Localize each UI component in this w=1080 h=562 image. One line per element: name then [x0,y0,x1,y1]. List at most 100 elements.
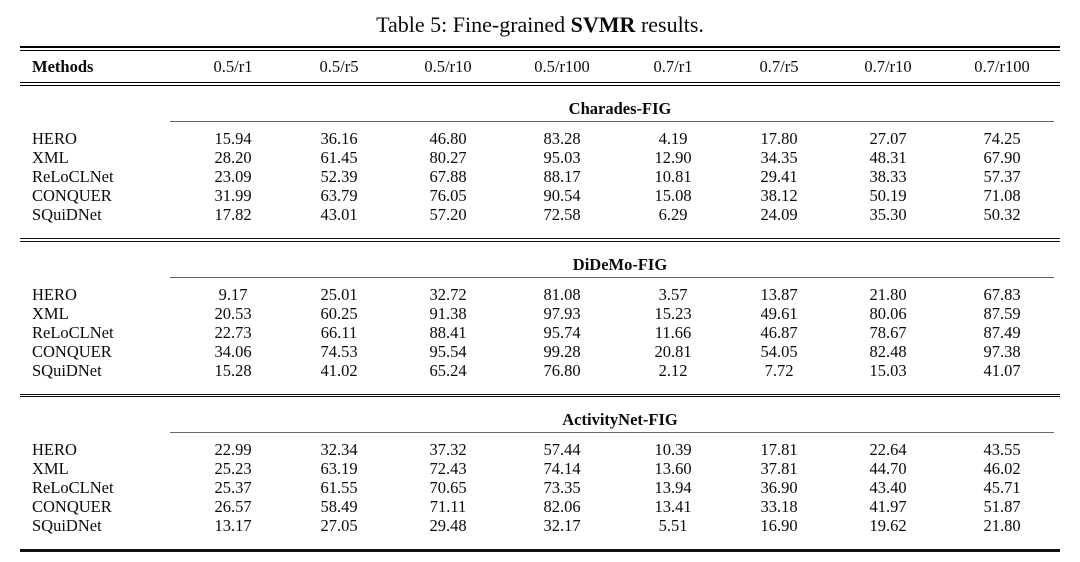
value-cell: 71.08 [983,186,1021,205]
value-cell: 43.40 [869,478,907,497]
value-cell: 28.20 [214,148,252,167]
table-row: ReLoCLNet 22.73 66.11 88.41 95.74 11.66 46.87 7… [20,323,1060,342]
value-cell: 76.05 [429,186,467,205]
value-cell: 22.99 [214,440,252,459]
value-cell: 43.01 [320,205,358,224]
value-cell: 20.53 [214,303,252,323]
top-double-rule [20,46,1060,51]
section-rows: HERO 9.17 25.01 32.72 81.08 3.57 13.87 21.80 67.… [20,278,1060,394]
method-name: ReLoCLNet [32,478,114,497]
value-cell: 44.70 [869,459,907,478]
table-row: HERO 9.17 25.01 32.72 81.08 3.57 13.87 21.80 67.… [20,285,1060,304]
value-cell: 74.53 [320,341,358,361]
value-cell: 33.18 [760,497,798,516]
value-cell: 88.17 [543,167,581,186]
value-cell: 65.24 [429,360,467,380]
section-title: ActivityNet-FIG [562,410,678,429]
column-header: 0.7/r5 [759,57,799,76]
value-cell: 38.12 [760,186,798,205]
value-cell: 16.90 [760,516,798,535]
value-cell: 74.25 [983,129,1021,148]
value-cell: 87.59 [983,303,1021,323]
value-cell: 74.14 [543,459,581,478]
column-header: 0.5/r100 [534,57,590,76]
column-header: 0.5/r1 [213,57,253,76]
value-cell: 51.87 [983,497,1021,516]
table-row: XML 20.53 60.25 91.38 97.93 15.23 49.61 80.06 87… [20,304,1060,323]
value-cell: 45.71 [983,478,1021,497]
value-cell: 22.73 [214,322,252,342]
section-didemo: DiDeMo-FIG HERO 9.17 25.01 32.72 81.08 3.57 13… [20,242,1060,394]
table-row: XML 28.20 61.45 80.27 95.03 12.90 34.35 48.31 67… [20,148,1060,167]
value-cell: 52.39 [320,167,358,186]
table-row: XML 25.23 63.19 72.43 74.14 13.60 37.81 44.70 46… [20,459,1060,478]
value-cell: 15.03 [869,360,907,380]
value-cell: 7.72 [764,360,794,380]
method-name: SQuiDNet [32,205,102,224]
column-header: 0.5/r5 [319,57,359,76]
value-cell: 27.05 [320,516,358,535]
value-cell: 99.28 [543,341,581,361]
value-cell: 13.87 [760,284,798,304]
section-separator-rule [20,238,1060,242]
value-cell: 11.66 [654,322,692,342]
value-cell: 4.19 [658,129,688,148]
value-cell: 15.08 [654,186,692,205]
value-cell: 58.49 [320,497,358,516]
value-cell: 95.54 [429,341,467,361]
value-cell: 72.43 [429,459,467,478]
method-name: HERO [32,129,77,148]
value-cell: 76.80 [543,360,581,380]
value-cell: 57.44 [543,440,581,459]
value-cell: 38.33 [869,167,907,186]
value-cell: 73.35 [543,478,581,497]
value-cell: 78.67 [869,322,907,342]
value-cell: 60.25 [320,303,358,323]
value-cell: 54.05 [760,341,798,361]
value-cell: 10.39 [654,440,692,459]
caption-bold-term: SVMR [570,12,636,37]
value-cell: 25.37 [214,478,252,497]
value-cell: 48.31 [869,148,907,167]
table-caption: Table 5: Fine-grained SVMR results. [20,0,1060,46]
bottom-rule [20,549,1060,552]
method-name: HERO [32,440,77,459]
value-cell: 5.51 [658,516,688,535]
value-cell: 27.07 [869,129,907,148]
value-cell: 24.09 [760,205,798,224]
column-header: 0.5/r10 [424,57,472,76]
value-cell: 20.81 [654,341,692,361]
table-row: ReLoCLNet 23.09 52.39 67.88 88.17 10.81 29.41 3… [20,167,1060,186]
value-cell: 82.06 [543,497,581,516]
value-cell: 15.94 [214,129,252,148]
value-cell: 32.17 [543,516,581,535]
value-cell: 13.41 [654,497,692,516]
value-cell: 43.55 [983,440,1021,459]
column-header: 0.7/r100 [974,57,1030,76]
value-cell: 80.06 [869,303,907,323]
header-bottom-double-rule [20,82,1060,86]
value-cell: 6.29 [658,205,688,224]
table-row: HERO 15.94 36.16 46.80 83.28 4.19 17.80 27.07 74… [20,129,1060,148]
value-cell: 46.02 [983,459,1021,478]
value-cell: 21.80 [983,516,1021,535]
section-rows: HERO 15.94 36.16 46.80 83.28 4.19 17.80 27.07 74… [20,122,1060,238]
section-underline-rule [170,432,1054,433]
value-cell: 67.83 [983,284,1021,304]
section-title: Charades-FIG [568,99,672,118]
value-cell: 46.87 [760,322,798,342]
value-cell: 21.80 [869,284,907,304]
value-cell: 17.80 [760,129,798,148]
method-name: XML [32,459,69,478]
table-row: SQuiDNet 15.28 41.02 65.24 76.80 2.12 7.72 15.0… [20,361,1060,380]
value-cell: 34.06 [214,341,252,361]
value-cell: 83.28 [543,129,581,148]
value-cell: 41.07 [983,360,1021,380]
value-cell: 37.32 [429,440,467,459]
value-cell: 46.80 [429,129,467,148]
method-name: SQuiDNet [32,360,102,380]
method-name: CONQUER [32,186,112,205]
value-cell: 97.38 [983,341,1021,361]
section-title: DiDeMo-FIG [572,254,668,274]
